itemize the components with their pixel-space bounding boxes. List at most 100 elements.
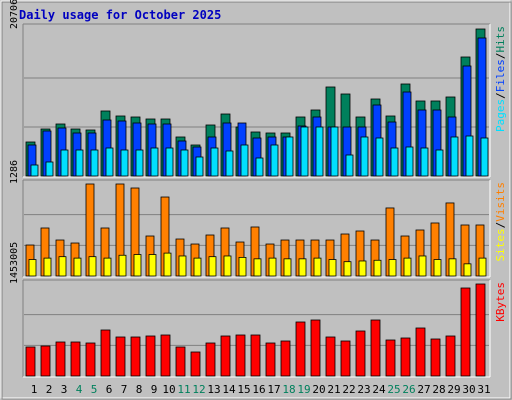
x-tick-label: 12: [192, 383, 205, 396]
bar: [105, 147, 114, 177]
bar: [298, 258, 307, 277]
bar: [130, 336, 141, 377]
bar: [400, 337, 411, 377]
bar: [435, 149, 444, 177]
x-tick-label: 9: [151, 383, 158, 396]
x-tick-label: 16: [252, 383, 265, 396]
bar: [193, 257, 202, 277]
bar: [40, 345, 51, 377]
bar: [463, 263, 472, 277]
bar: [238, 256, 247, 277]
legend: Pages/Files/Hits: [494, 26, 507, 132]
bar: [90, 149, 99, 177]
x-tick-label: 4: [76, 383, 83, 396]
bar: [390, 147, 399, 177]
bar: [330, 126, 339, 177]
legend: KBytes: [494, 282, 507, 322]
bar: [75, 149, 84, 177]
bar: [135, 149, 144, 177]
bar: [60, 149, 69, 177]
bar: [163, 252, 172, 277]
x-tick-label: 3: [61, 383, 68, 396]
x-tick-label: 26: [402, 383, 415, 396]
bar: [85, 342, 96, 377]
y-tick-label: 1286: [9, 160, 20, 184]
bar: [160, 334, 171, 377]
bar: [165, 147, 174, 177]
bar: [385, 339, 396, 377]
bar: [88, 256, 97, 277]
bar: [373, 259, 382, 277]
bar: [70, 341, 81, 377]
bar: [283, 258, 292, 277]
bar: [178, 255, 187, 277]
x-tick-label: 25: [387, 383, 400, 396]
bar: [58, 256, 67, 277]
bar: [45, 161, 54, 177]
bar: [103, 257, 112, 277]
legend: Sites/Visits: [494, 182, 507, 262]
bar: [430, 338, 441, 377]
bar: [28, 259, 37, 277]
bar: [180, 149, 189, 177]
x-tick-label: 1: [31, 383, 38, 396]
legend-separator: /: [494, 53, 507, 60]
bar: [300, 126, 309, 177]
x-tick-label: 13: [207, 383, 220, 396]
bar: [328, 259, 337, 277]
legend-entry: KBytes: [494, 282, 507, 322]
bar: [370, 319, 381, 377]
bar: [355, 330, 366, 377]
bar: [460, 287, 471, 377]
bar: [310, 319, 321, 377]
bar: [148, 254, 157, 277]
bar: [253, 258, 262, 277]
bar: [418, 255, 427, 277]
x-tick-label: 27: [417, 383, 430, 396]
bar: [315, 126, 324, 177]
bar: [250, 334, 261, 377]
bar: [220, 335, 231, 377]
bar: [43, 257, 52, 277]
bar: [403, 257, 412, 277]
bar: [25, 346, 36, 377]
bar: [190, 351, 201, 377]
x-tick-label: 29: [447, 383, 460, 396]
bar: [175, 346, 186, 377]
legend-entry: Files: [494, 59, 507, 92]
x-tick-label: 10: [162, 383, 175, 396]
x-tick-label: 28: [432, 383, 445, 396]
legend-entry: Pages: [494, 99, 507, 132]
bar: [100, 329, 111, 377]
bar: [145, 335, 156, 377]
x-tick-label: 8: [136, 383, 143, 396]
bar: [405, 146, 414, 177]
y-tick-label: 20706: [9, 0, 20, 29]
bar: [225, 150, 234, 177]
x-tick-label: 15: [237, 383, 250, 396]
bar: [205, 342, 216, 377]
bar: [345, 154, 354, 177]
bar: [445, 335, 456, 377]
bar: [265, 342, 276, 377]
bar: [195, 156, 204, 177]
bar: [325, 336, 336, 377]
bar: [133, 254, 142, 277]
bar: [358, 260, 367, 277]
x-tick-label: 7: [121, 383, 128, 396]
bar: [415, 327, 426, 377]
x-tick-label: 17: [267, 383, 280, 396]
bar: [465, 135, 474, 177]
x-tick-label: 11: [177, 383, 190, 396]
x-tick-label: 6: [106, 383, 113, 396]
y-tick-label: 1453005: [9, 242, 20, 284]
bar: [388, 259, 397, 277]
bar: [255, 157, 264, 177]
bar: [268, 257, 277, 277]
bar: [313, 257, 322, 277]
bar: [375, 137, 384, 177]
chart-title: Daily usage for October 2025: [19, 8, 221, 22]
bar: [223, 255, 232, 277]
x-tick-label: 31: [477, 383, 490, 396]
